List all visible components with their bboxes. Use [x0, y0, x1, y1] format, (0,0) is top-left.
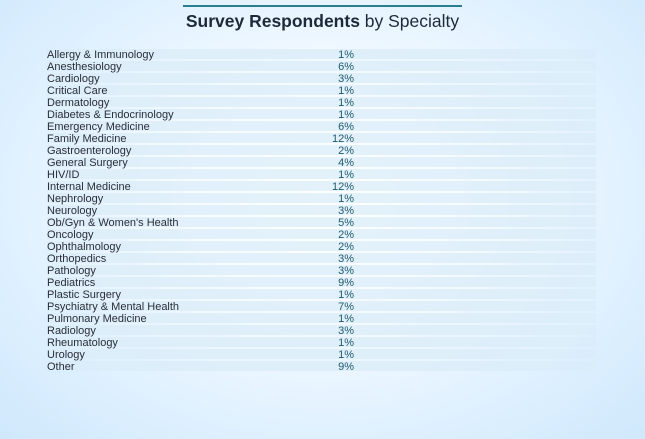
row-stripe — [47, 109, 596, 119]
specialty-percent: 3% — [338, 265, 354, 277]
specialty-label: Ob/Gyn & Women's Health — [47, 217, 179, 229]
specialty-percent: 1% — [338, 193, 354, 205]
row-stripe — [47, 217, 596, 227]
specialty-label: Dermatology — [47, 97, 110, 109]
row-stripe — [47, 265, 596, 275]
specialty-label: Family Medicine — [47, 133, 126, 145]
specialty-percent: 1% — [338, 289, 354, 301]
specialty-percent: 3% — [338, 325, 354, 337]
specialty-percent: 12% — [332, 133, 354, 145]
row-stripe — [47, 97, 596, 107]
specialty-percent: 1% — [338, 337, 354, 349]
row-stripe — [47, 301, 596, 311]
specialty-label: Rheumatology — [47, 337, 118, 349]
row-stripe — [47, 313, 596, 323]
specialty-label: Pulmonary Medicine — [47, 313, 147, 325]
row-stripe — [47, 253, 596, 263]
specialty-label: Diabetes & Endocrinology — [47, 109, 174, 121]
specialty-percent: 4% — [338, 157, 354, 169]
row-stripe — [47, 73, 596, 83]
specialty-label: Ophthalmology — [47, 241, 121, 253]
specialty-percent: 1% — [338, 49, 354, 61]
specialty-percent: 12% — [332, 181, 354, 193]
specialty-percent: 1% — [338, 109, 354, 121]
specialty-label: Other — [47, 361, 75, 373]
row-stripe — [47, 145, 596, 155]
specialty-label: Psychiatry & Mental Health — [47, 301, 179, 313]
specialty-label: Radiology — [47, 325, 96, 337]
specialty-percent: 5% — [338, 217, 354, 229]
row-stripe — [47, 325, 596, 335]
row-stripe — [47, 49, 596, 59]
row-stripe — [47, 61, 596, 71]
row-stripe — [47, 361, 596, 371]
specialty-percent: 6% — [338, 61, 354, 73]
specialty-percent: 1% — [338, 97, 354, 109]
row-stripe — [47, 169, 596, 179]
specialty-label: Critical Care — [47, 85, 108, 97]
row-stripe — [47, 277, 596, 287]
row-stripe — [47, 181, 596, 191]
specialty-percent: 9% — [338, 277, 354, 289]
specialty-label: Orthopedics — [47, 253, 107, 265]
row-stripe — [47, 85, 596, 95]
specialty-label: Pathology — [47, 265, 96, 277]
specialty-percent: 1% — [338, 349, 354, 361]
specialty-percent: 2% — [338, 241, 354, 253]
specialty-percent: 1% — [338, 313, 354, 325]
specialty-label: Internal Medicine — [47, 181, 131, 193]
specialty-percent: 1% — [338, 169, 354, 181]
row-stripe — [47, 157, 596, 167]
row-stripe — [47, 121, 596, 131]
specialty-percent: 3% — [338, 73, 354, 85]
row-stripe — [47, 337, 596, 347]
specialty-percent: 1% — [338, 85, 354, 97]
specialty-percent: 2% — [338, 145, 354, 157]
row-stripe — [47, 241, 596, 251]
specialty-label: Allergy & Immunology — [47, 49, 154, 61]
chart-title-rest: by Specialty — [359, 11, 460, 31]
specialty-percent: 9% — [338, 361, 354, 373]
chart-title: Survey Respondents by Specialty — [183, 10, 462, 32]
specialty-label: Nephrology — [47, 193, 104, 205]
row-stripe — [47, 193, 596, 203]
specialty-label: Emergency Medicine — [47, 121, 150, 133]
specialty-percent: 6% — [338, 121, 354, 133]
specialty-percent: 2% — [338, 229, 354, 241]
specialty-label: Pediatrics — [47, 277, 96, 289]
specialty-label: Urology — [47, 349, 85, 361]
specialty-percent: 3% — [338, 253, 354, 265]
row-stripe — [47, 133, 596, 143]
specialty-percent: 3% — [338, 205, 354, 217]
specialty-label: Oncology — [47, 229, 94, 241]
row-stripe — [47, 205, 596, 215]
specialty-label: Cardiology — [47, 73, 100, 85]
row-stripe — [47, 229, 596, 239]
row-stripe — [47, 289, 596, 299]
specialty-label: Gastroenterology — [47, 145, 132, 157]
specialty-label: HIV/ID — [47, 169, 79, 181]
row-stripe — [47, 349, 596, 359]
chart-title-block: Survey Respondents by Specialty — [183, 5, 462, 32]
specialty-label: Anesthesiology — [47, 61, 122, 73]
specialty-percent: 7% — [338, 301, 354, 313]
specialty-label: Neurology — [47, 205, 98, 217]
specialty-label: General Surgery — [47, 157, 128, 169]
specialty-label: Plastic Surgery — [47, 289, 121, 301]
chart-title-bold: Survey Respondents — [185, 11, 360, 31]
